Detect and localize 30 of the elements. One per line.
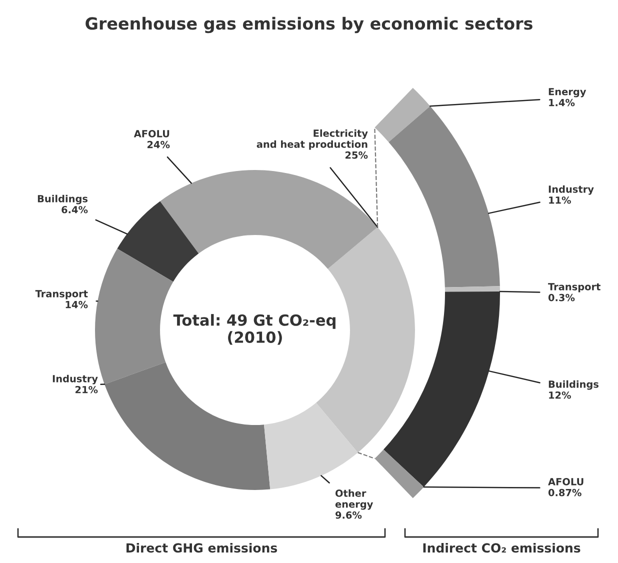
slice-label: Energy	[548, 88, 586, 98]
data-label: 21%	[76, 386, 98, 394]
data-label: 12%	[549, 391, 571, 399]
slice-label: Transport	[548, 283, 600, 292]
slice-label: AFOLU	[548, 478, 584, 486]
slice-label: Other energy	[335, 489, 374, 510]
data-label: 14%	[66, 300, 88, 308]
slice-label: Industry	[548, 185, 594, 195]
data-label: 0.3%	[548, 294, 575, 302]
text: Total: 49 Gt CO₂-eq (2010)	[173, 314, 336, 345]
data-label: 6.4%	[62, 206, 88, 214]
donut-slice	[104, 362, 270, 490]
text: Direct GHG emissions	[126, 542, 278, 553]
data-label: 24%	[148, 140, 170, 148]
data-label: 9.6%	[336, 511, 362, 519]
data-label: 0.87%	[548, 488, 582, 496]
text: Indirect CO₂ emissions	[423, 542, 580, 553]
slice-label: Buildings	[38, 194, 88, 204]
chart-title: Greenhouse gas emissions by economic sectors	[86, 16, 532, 34]
donut-slice	[160, 170, 378, 269]
slice-label: Industry	[52, 374, 98, 384]
donut-slice	[117, 201, 199, 282]
data-label: 11%	[549, 196, 571, 204]
data-label: 25%	[346, 151, 368, 159]
slice-label: Transport	[35, 290, 88, 300]
slice-label: Electricity and heat production	[256, 129, 368, 150]
donut-slice	[264, 402, 358, 490]
slice-label: AFOLU	[134, 130, 170, 138]
slice-label: Buildings	[548, 380, 598, 390]
data-label: 1.4%	[549, 98, 575, 106]
